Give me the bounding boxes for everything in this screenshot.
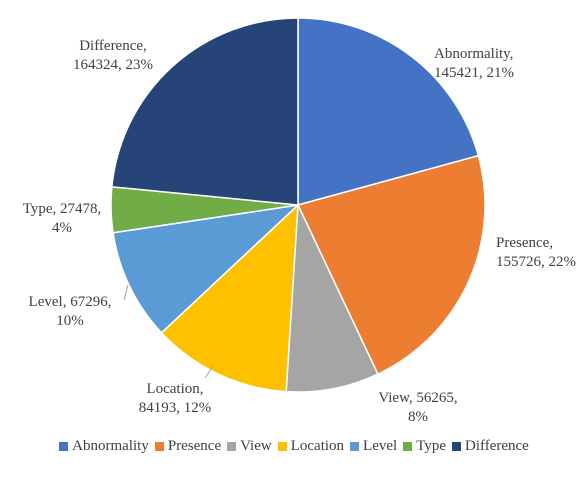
legend-item-difference: Difference bbox=[451, 438, 529, 455]
legend-swatch bbox=[403, 442, 413, 451]
data-label-presence: Presence, 155726, 22% bbox=[496, 235, 576, 270]
legend-item-location: Location bbox=[277, 438, 345, 455]
legend-swatch bbox=[59, 442, 69, 451]
legend-swatch bbox=[350, 442, 360, 451]
legend-item-level: Level bbox=[350, 438, 397, 455]
chart-legend: Abnormality Presence View Location Level Type… bbox=[0, 438, 588, 455]
data-label-location: Location, 84193, 12% bbox=[139, 381, 212, 416]
legend-label: Difference bbox=[464, 438, 529, 454]
legend-item-presence: Presence bbox=[154, 438, 222, 455]
leader-line-location bbox=[204, 365, 214, 379]
legend-item-view: View bbox=[227, 438, 272, 455]
data-label-view: View, 56265, 8% bbox=[378, 390, 457, 425]
legend-swatch bbox=[277, 442, 287, 451]
legend-item-type: Type bbox=[403, 438, 446, 455]
pie-slice-presence bbox=[296, 154, 486, 376]
pie-slice-abnormality bbox=[297, 17, 480, 206]
data-label-difference: Difference, 164324, 23% bbox=[73, 38, 153, 73]
legend-swatch bbox=[451, 442, 461, 451]
data-label-abnormality: Abnormality, 145421, 21% bbox=[434, 46, 514, 81]
legend-swatch bbox=[154, 442, 164, 451]
legend-label: Level bbox=[363, 438, 398, 454]
pie-slice-level bbox=[112, 203, 301, 334]
legend-label: Type bbox=[416, 438, 446, 454]
pie-slice-location bbox=[160, 203, 299, 393]
legend-label: Presence bbox=[167, 438, 222, 454]
legend-label: Abnormality bbox=[72, 438, 149, 454]
data-label-level: Level, 67296, 10% bbox=[29, 294, 112, 329]
pie-slice-view bbox=[285, 204, 379, 393]
pie-slice-difference bbox=[111, 17, 299, 206]
data-label-type: Type, 27478, 4% bbox=[23, 201, 102, 236]
legend-label: View bbox=[240, 438, 272, 454]
legend-swatch bbox=[227, 442, 237, 451]
leader-line-level bbox=[123, 284, 129, 301]
legend-label: Location bbox=[290, 438, 345, 454]
legend-item-abnormality: Abnormality bbox=[59, 438, 149, 455]
